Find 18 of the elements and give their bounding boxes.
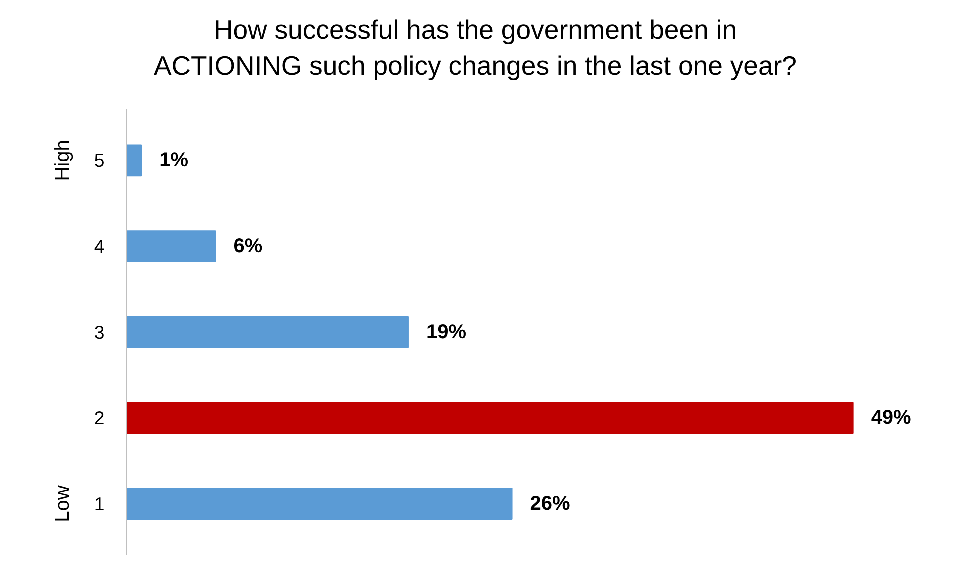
bar	[126, 316, 409, 348]
bar	[126, 230, 216, 262]
text: High	[52, 140, 74, 182]
data-label: 19%	[426, 321, 467, 344]
y-tick-label: 2	[94, 408, 105, 429]
bar	[126, 402, 854, 434]
bar	[126, 488, 513, 520]
data-label: 26%	[530, 493, 571, 516]
text: Low	[52, 485, 74, 522]
bar	[126, 144, 142, 177]
y-tick-label: 5	[94, 150, 105, 172]
data-label: 49%	[871, 407, 912, 430]
data-label: 6%	[234, 236, 263, 258]
y-tick-label: 3	[94, 322, 105, 343]
chart-title: How successful has the government been in ACTIONING such policy changes in the last one year?	[154, 14, 798, 81]
y-tick-label: 1	[94, 494, 105, 515]
y-tick-label: 4	[94, 236, 105, 258]
data-label: 1%	[160, 150, 189, 172]
